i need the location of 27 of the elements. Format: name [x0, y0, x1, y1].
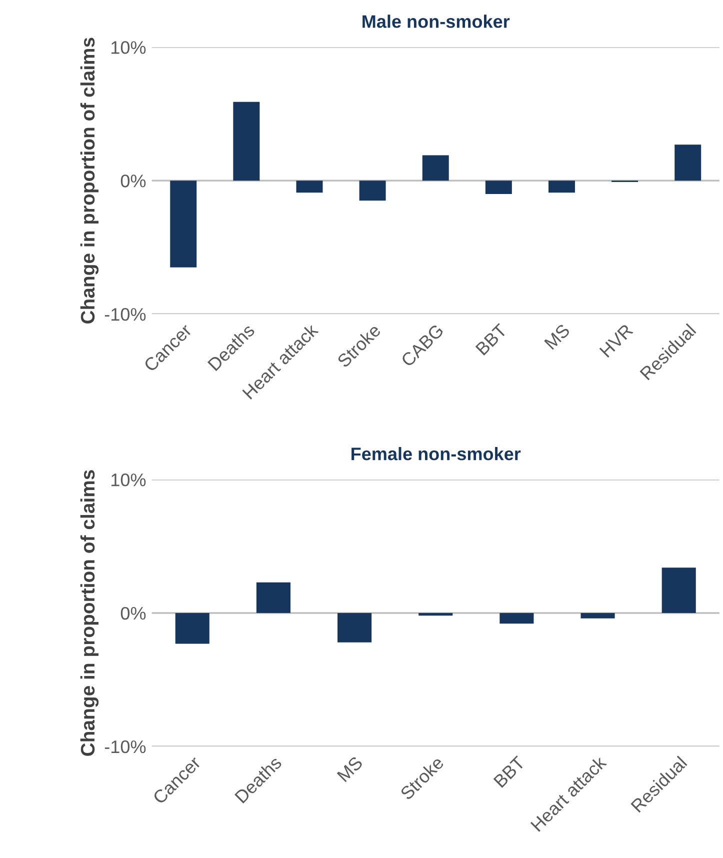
- y-tick-label: 0%: [120, 174, 146, 188]
- y-tick-label: -10%: [104, 308, 146, 321]
- bar: [233, 102, 260, 181]
- chart-title: Female non-smoker: [352, 447, 521, 460]
- bar: [175, 613, 210, 644]
- bar: [170, 180, 197, 268]
- bar: [580, 613, 615, 618]
- y-tick-label: 10%: [112, 473, 146, 486]
- bar: [296, 180, 323, 193]
- bar: [418, 613, 453, 616]
- bar: [359, 180, 386, 201]
- y-tick-label: -10%: [104, 740, 146, 754]
- y-tick-label: 10%: [112, 41, 146, 54]
- chart-title: Male non-smoker: [362, 14, 510, 28]
- bar: [485, 180, 512, 194]
- bar: [422, 155, 449, 181]
- x-tick-label: MS: [544, 323, 571, 350]
- bar: [674, 144, 702, 181]
- bar: [662, 568, 696, 614]
- bar: [338, 613, 372, 642]
- bar: [256, 582, 290, 614]
- x-tick-label: MS: [336, 756, 364, 782]
- y-axis-title: Change in proportion of claims: [80, 38, 99, 324]
- bar: [500, 613, 534, 624]
- y-tick-label: 0%: [120, 606, 146, 620]
- y-axis-title: Change in proportion of claims: [80, 470, 99, 756]
- bar: [548, 180, 575, 193]
